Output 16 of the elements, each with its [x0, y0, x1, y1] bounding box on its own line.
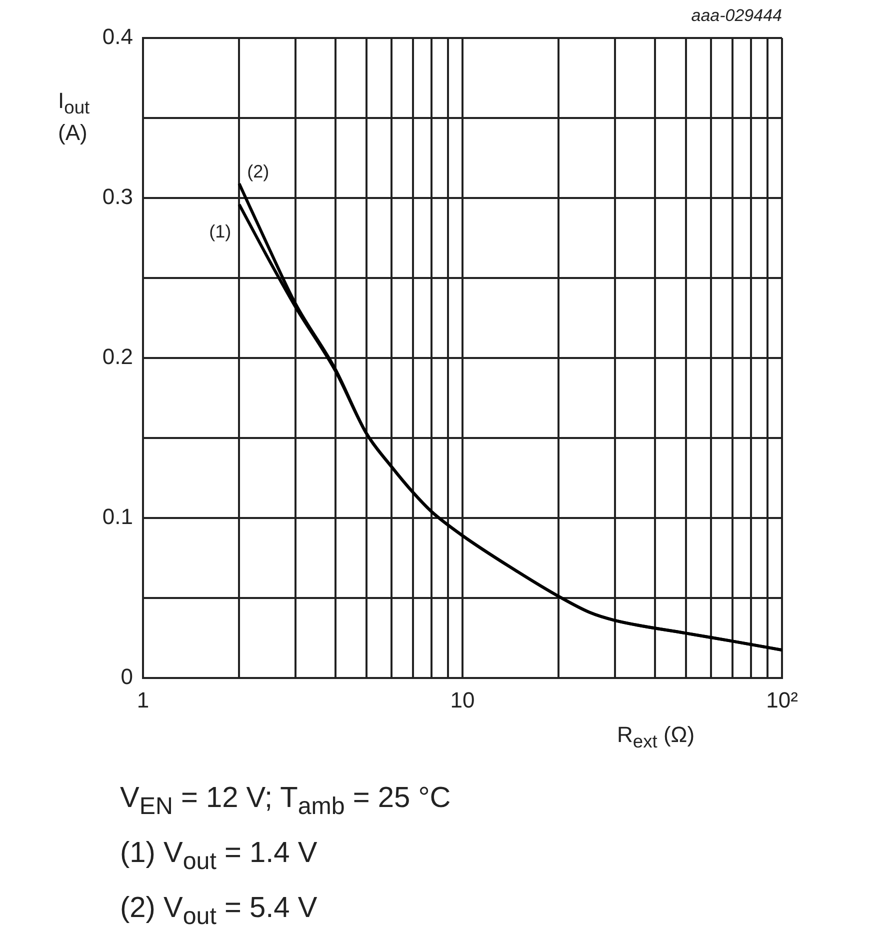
y-tick-label: 0.4 [102, 24, 133, 50]
series-label: (1) [209, 221, 232, 242]
text: V$_{EN}$ = 12 V; T$_{amb}$ = 25 °C [120, 781, 451, 822]
y-tick-label: 0 [120, 664, 133, 690]
text: (2) V$_{out}$ = 5.4 V [120, 890, 318, 932]
x-tick-label: 10 [450, 687, 475, 712]
x-tick-label: 10² [766, 687, 798, 712]
x-axis-title: R$_{ext}$ (Ω) [617, 722, 695, 754]
y-axis-title: I$_{out}$ (A) [58, 88, 91, 146]
text: (1) V$_{out}$ = 1.4 V [120, 836, 318, 877]
y-tick-label: 0.1 [102, 504, 133, 530]
text: aaa-029444 [691, 6, 782, 26]
y-tick-label: 0.2 [102, 344, 133, 370]
series-label: (2) [247, 162, 270, 182]
y-tick-label: 0.3 [102, 184, 133, 210]
x-tick-label: 1 [136, 687, 150, 712]
